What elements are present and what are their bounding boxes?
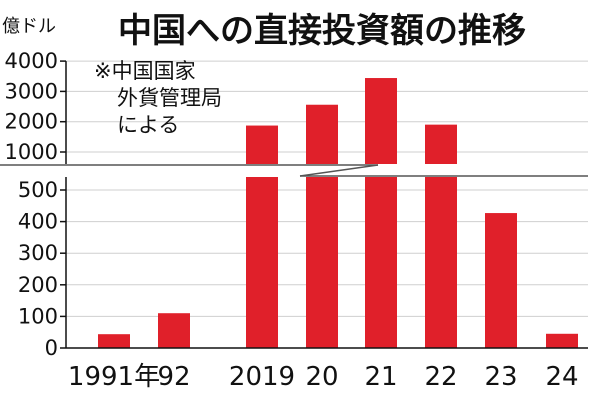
bar-1991年 [98,334,130,348]
source-note: ※中国国家 外貨管理局 による [94,59,222,137]
bar-22 [425,124,457,348]
bar-23 [485,213,517,348]
x-tick-label: 20 [305,362,338,392]
axis-break-band [0,164,588,177]
y-tick-labels: 0 100 200 300 400 500 1000 2000 3000 4000 [5,49,58,360]
axis-break [0,164,588,177]
source-note-line-3: による [117,113,179,137]
y-tick-label: 200 [18,273,58,297]
y-tick-label: 2000 [5,110,58,134]
chart-title: 中国への直接投資額の推移 [118,11,526,51]
y-tick-label: 300 [18,241,58,265]
source-note-line-1: ※中国国家 [94,59,196,83]
y-tick-label: 100 [18,304,58,328]
y-tick-label: 4000 [5,49,58,73]
source-note-line-2: 外貨管理局 [117,86,222,110]
y-tick-label: 0 [45,336,58,360]
y-axis-unit-label: 億ドル [2,16,56,37]
y-tick-label: 1000 [5,140,58,164]
y-tick-label: 500 [18,178,58,202]
axis-break-slash [299,164,379,177]
x-tick-label: 24 [545,362,578,392]
bars [98,78,578,349]
bar-92 [158,313,190,348]
x-tick-label: 21 [364,362,397,392]
bar-21 [365,78,397,349]
bar-20 [306,104,338,349]
y-axis [60,60,588,349]
bar-2019 [246,125,278,349]
x-tick-label: 23 [484,362,517,392]
y-tick-label: 400 [18,210,58,234]
x-tick-label: 92 [157,362,190,392]
x-tick-label: 1991年 [68,362,160,392]
x-tick-label: 22 [424,362,457,392]
bar-24 [546,333,578,348]
x-tick-label: 2019 [229,362,295,392]
y-tick-label: 3000 [5,79,58,103]
